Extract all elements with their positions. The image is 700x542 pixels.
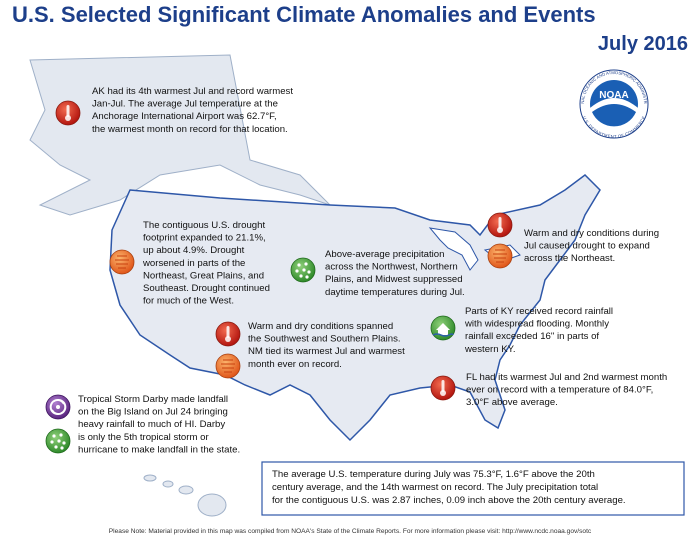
annotation-line: NM tied its warmest Jul and warmest bbox=[248, 346, 405, 357]
annotation-line: daytime temperatures during Jul. bbox=[325, 287, 465, 298]
annotation-line: with widespread flooding. Monthly bbox=[464, 319, 609, 330]
annotation-line: heavy rainfall to much of HI. Darby bbox=[78, 419, 225, 430]
annotation-line: the Southwest and Southern Plains. bbox=[248, 334, 401, 345]
annotation-line: AK had its 4th warmest Jul and record wa… bbox=[92, 86, 293, 97]
annotation-line: Parts of KY received record rainfall bbox=[465, 306, 613, 317]
annotations: AK had its 4th warmest Jul and record wa… bbox=[78, 86, 667, 506]
annotation-line: Warm and dry conditions during bbox=[524, 228, 659, 239]
subtitle: July 2016 bbox=[598, 33, 688, 55]
annotation-line: rainfall exceeded 16" in parts of bbox=[465, 331, 599, 342]
annotation-line: the warmest month on record for that loc… bbox=[92, 124, 288, 135]
annotation-line: Tropical Storm Darby made landfall bbox=[78, 394, 228, 405]
footer: Please Note: Material provided in this m… bbox=[109, 528, 592, 535]
annotation-line: 3.0°F above average. bbox=[466, 397, 558, 408]
annotation-line: Anchorage International Airport was 62.7… bbox=[92, 111, 277, 122]
annotation-line: Jul caused drought to expand bbox=[524, 241, 650, 252]
annotation-line: up about 4.9%. Drought bbox=[143, 245, 245, 256]
annotation-line: Southeast. Drought continued bbox=[143, 283, 270, 294]
annotation-line: western KY. bbox=[464, 344, 515, 355]
annotation-line: worsened in parts of the bbox=[142, 258, 245, 269]
annotation-line: hurricane to make landfall in the state. bbox=[78, 444, 240, 455]
annotation-line: Above-average precipitation bbox=[325, 249, 444, 260]
annotation-line: Plains, and Midwest suppressed bbox=[325, 274, 463, 285]
summary-line: The average U.S. temperature during July… bbox=[272, 469, 595, 480]
annotation-line: FL had its warmest Jul and 2nd warmest m… bbox=[466, 372, 667, 383]
hawaii-map bbox=[143, 474, 227, 517]
title: U.S. Selected Significant Climate Anomal… bbox=[12, 2, 596, 27]
annotation-line: across the Northeast. bbox=[524, 253, 615, 264]
annotation-line: Northeast, Great Plains, and bbox=[143, 270, 264, 281]
summary-line: for the contiguous U.S. was 2.87 inches,… bbox=[272, 495, 626, 506]
annotation-line: is only the 5th tropical storm or bbox=[78, 432, 209, 443]
annotation-line: on the Big Island on Jul 24 bringing bbox=[78, 407, 228, 418]
noaa-logo: NOAA NATIONAL OCEANIC AND ATMOSPHERIC AD… bbox=[579, 69, 649, 139]
annotation-line: across the Northwest, Northern bbox=[325, 262, 458, 273]
annotation-line: footprint expanded to 21.1%, bbox=[143, 233, 266, 244]
annotation-line: Warm and dry conditions spanned bbox=[248, 321, 393, 332]
annotation-line: Jan-Jul. The average Jul temperature at … bbox=[92, 99, 278, 110]
annotation-line: ever on record with a temperature of 84.… bbox=[466, 385, 653, 396]
annotation-line: month ever on record. bbox=[248, 359, 342, 370]
alaska-map bbox=[29, 54, 331, 216]
summary-box bbox=[261, 461, 685, 516]
annotation-line: The contiguous U.S. drought bbox=[143, 220, 265, 231]
annotation-line: for much of the West. bbox=[143, 296, 234, 307]
logo-name: NOAA bbox=[599, 90, 628, 101]
summary-line: century average, and the 14th warmest on… bbox=[272, 482, 598, 493]
